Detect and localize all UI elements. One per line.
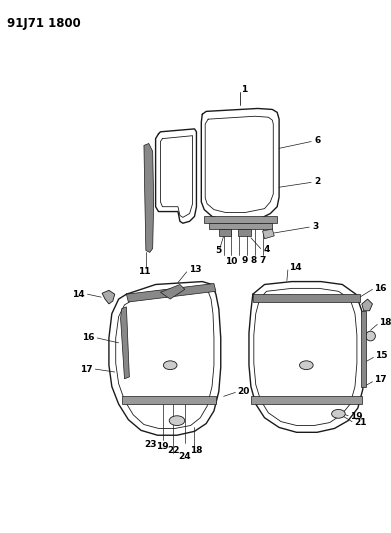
Text: 2: 2 xyxy=(314,177,320,186)
Text: 19: 19 xyxy=(156,442,169,451)
Text: 24: 24 xyxy=(178,452,191,461)
Text: 10: 10 xyxy=(225,257,238,265)
Polygon shape xyxy=(160,285,185,299)
Polygon shape xyxy=(122,397,216,404)
Circle shape xyxy=(366,331,375,341)
Text: 8: 8 xyxy=(251,256,257,265)
Text: 7: 7 xyxy=(259,256,266,265)
Ellipse shape xyxy=(300,361,313,369)
Polygon shape xyxy=(144,143,154,253)
Text: 4: 4 xyxy=(264,245,270,254)
Polygon shape xyxy=(361,311,366,386)
Ellipse shape xyxy=(169,416,185,425)
Polygon shape xyxy=(120,307,129,379)
Ellipse shape xyxy=(332,409,345,418)
Text: 16: 16 xyxy=(82,334,94,343)
Text: 21: 21 xyxy=(354,418,366,427)
Text: 17: 17 xyxy=(80,365,92,374)
Ellipse shape xyxy=(163,361,177,369)
Polygon shape xyxy=(263,229,274,239)
Text: 23: 23 xyxy=(145,440,157,449)
Polygon shape xyxy=(102,290,115,304)
Text: 17: 17 xyxy=(375,375,387,384)
Text: 15: 15 xyxy=(375,351,388,360)
Text: 16: 16 xyxy=(375,284,387,293)
Text: 1: 1 xyxy=(241,85,248,93)
Polygon shape xyxy=(204,216,277,223)
Text: 22: 22 xyxy=(167,446,179,455)
Text: 13: 13 xyxy=(189,265,201,274)
Polygon shape xyxy=(253,294,360,302)
Text: 19: 19 xyxy=(350,412,363,421)
Polygon shape xyxy=(219,229,231,236)
Text: 18: 18 xyxy=(190,446,203,455)
Polygon shape xyxy=(209,223,272,229)
Text: 14: 14 xyxy=(289,263,301,272)
Text: 11: 11 xyxy=(138,268,150,276)
Text: 9: 9 xyxy=(242,256,248,265)
Text: 3: 3 xyxy=(312,222,318,231)
Text: 6: 6 xyxy=(314,136,320,145)
Polygon shape xyxy=(238,229,251,236)
Text: 18: 18 xyxy=(379,318,391,327)
Text: 20: 20 xyxy=(237,387,250,396)
Polygon shape xyxy=(251,397,362,404)
Polygon shape xyxy=(126,284,216,302)
Text: 14: 14 xyxy=(72,290,84,298)
Text: 91J71 1800: 91J71 1800 xyxy=(7,17,81,30)
Polygon shape xyxy=(362,299,373,311)
Text: 5: 5 xyxy=(216,246,222,255)
